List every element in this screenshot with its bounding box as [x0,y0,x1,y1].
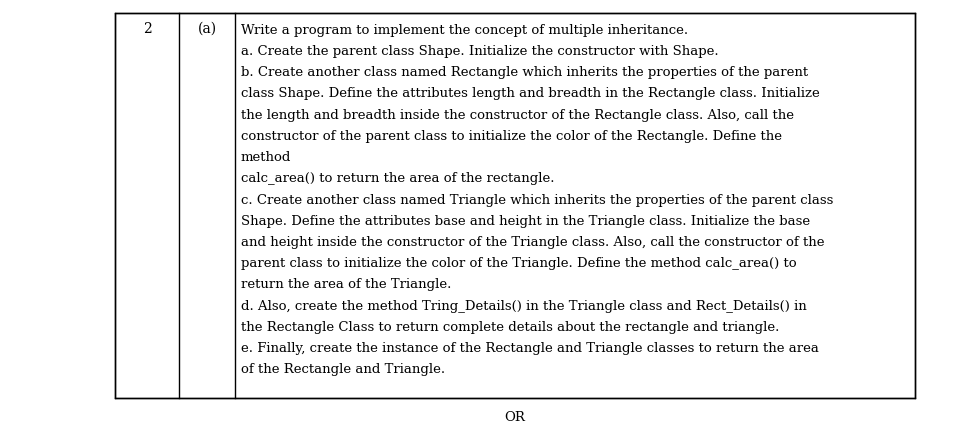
Text: OR: OR [505,411,525,424]
Text: a. Create the parent class Shape. Initialize the constructor with Shape.: a. Create the parent class Shape. Initia… [241,45,718,58]
Text: of the Rectangle and Triangle.: of the Rectangle and Triangle. [241,363,445,376]
Text: d. Also, create the method Tring_Details() in the Triangle class and Rect_Detail: d. Also, create the method Tring_Details… [241,300,806,313]
Text: Shape. Define the attributes base and height in the Triangle class. Initialize t: Shape. Define the attributes base and he… [241,215,809,228]
FancyBboxPatch shape [115,13,914,398]
Text: 2: 2 [142,22,152,36]
Text: b. Create another class named Rectangle which inherits the properties of the par: b. Create another class named Rectangle … [241,66,807,79]
Text: (a): (a) [197,22,216,36]
Text: c. Create another class named Triangle which inherits the properties of the pare: c. Create another class named Triangle w… [241,194,832,207]
Text: and height inside the constructor of the Triangle class. Also, call the construc: and height inside the constructor of the… [241,236,824,249]
Text: calc_area() to return the area of the rectangle.: calc_area() to return the area of the re… [241,172,554,185]
Text: return the area of the Triangle.: return the area of the Triangle. [241,278,451,291]
Text: method: method [241,151,291,164]
Text: e. Finally, create the instance of the Rectangle and Triangle classes to return : e. Finally, create the instance of the R… [241,342,818,355]
Text: Write a program to implement the concept of multiple inheritance.: Write a program to implement the concept… [241,24,687,37]
Text: the Rectangle Class to return complete details about the rectangle and triangle.: the Rectangle Class to return complete d… [241,321,778,334]
Text: class Shape. Define the attributes length and breadth in the Rectangle class. In: class Shape. Define the attributes lengt… [241,87,819,100]
Text: parent class to initialize the color of the Triangle. Define the method calc_are: parent class to initialize the color of … [241,257,796,270]
Text: constructor of the parent class to initialize the color of the Rectangle. Define: constructor of the parent class to initi… [241,130,781,143]
Text: the length and breadth inside the constructor of the Rectangle class. Also, call: the length and breadth inside the constr… [241,109,793,122]
